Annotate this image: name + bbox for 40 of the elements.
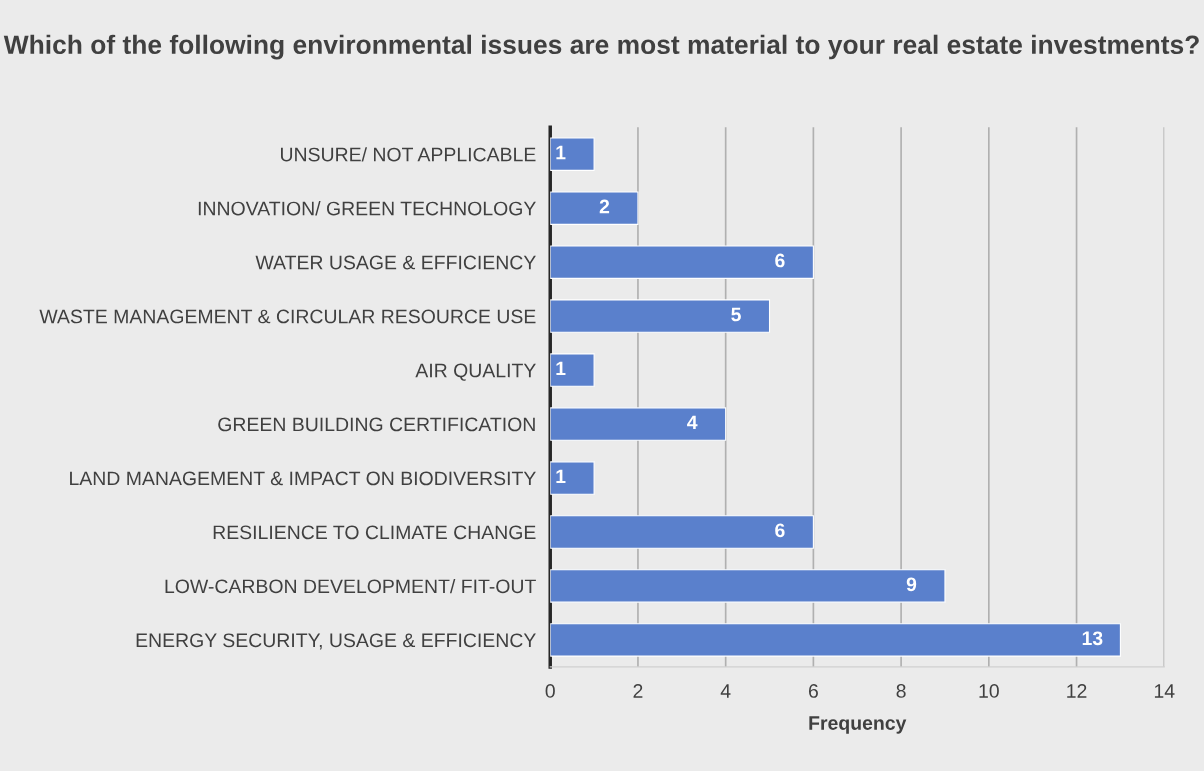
x-axis-title: Frequency xyxy=(809,716,907,734)
bar xyxy=(550,245,814,279)
data-label: 1 xyxy=(556,145,566,160)
x-tick-label: 12 xyxy=(1067,684,1087,698)
data-label: 5 xyxy=(731,307,741,322)
bar xyxy=(550,353,595,387)
y-tick-label: LOW-CARBON DEVELOPMENT/ FIT-OUT xyxy=(165,578,536,594)
y-tick-label: AIR QUALITY xyxy=(415,363,536,381)
y-tick-label: WATER USAGE & EFFICIENCY xyxy=(255,255,536,270)
bar xyxy=(550,569,946,603)
data-label: 6 xyxy=(775,253,785,268)
bar xyxy=(550,137,595,171)
bar xyxy=(550,191,639,225)
x-tick-label: 14 xyxy=(1154,684,1175,698)
chart-title: Which of the following environmental issues are most material to your real estate investments? xyxy=(3,34,1199,60)
x-tick-label: 2 xyxy=(633,684,643,698)
x-tick-label: 4 xyxy=(720,684,731,698)
bar xyxy=(550,299,771,333)
y-tick-label: INNOVATION/ GREEN TECHNOLOGY xyxy=(198,201,536,216)
y-tick-label: GREEN BUILDING CERTIFICATION xyxy=(218,417,535,432)
y-tick-label: UNSURE/ NOT APPLICABLE xyxy=(281,147,536,162)
y-tick-label: WASTE MANAGEMENT & CIRCULAR RESOURCE USE xyxy=(39,309,536,324)
data-label: 6 xyxy=(775,523,785,538)
data-label: 13 xyxy=(1082,631,1103,646)
x-tick-label: 0 xyxy=(545,684,555,698)
data-label: 4 xyxy=(687,415,698,430)
bar xyxy=(550,515,814,549)
x-tick-label: 10 xyxy=(979,684,999,698)
y-tick-label: LAND MANAGEMENT & IMPACT ON BIODIVERSITY xyxy=(70,471,536,486)
data-label: 2 xyxy=(599,199,610,214)
x-tick-label: 8 xyxy=(896,684,906,698)
data-label: 1 xyxy=(556,469,566,484)
y-tick-label: ENERGY SECURITY, USAGE & EFFICIENCY xyxy=(136,633,536,650)
x-tick-label: 6 xyxy=(808,684,818,698)
bar xyxy=(550,461,595,495)
bar xyxy=(550,407,727,441)
bar xyxy=(550,623,1121,657)
y-tick-label: RESILIENCE TO CLIMATE CHANGE xyxy=(213,525,536,540)
data-label: 9 xyxy=(906,577,917,592)
data-label: 1 xyxy=(556,361,566,376)
